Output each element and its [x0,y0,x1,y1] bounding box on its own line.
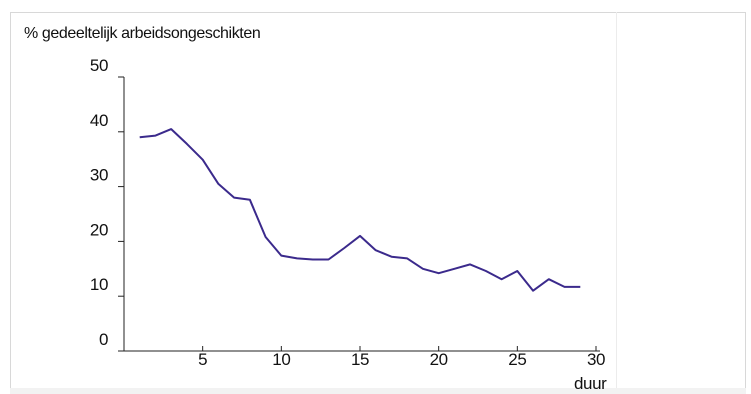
x-tick-label: 20 [430,350,448,369]
chart-frame [10,12,746,394]
x-ticks: 5 10 15 20 25 30 [198,346,605,369]
x-tick-label: 10 [272,350,290,369]
y-ticks: 0 10 20 30 40 50 [90,56,124,352]
y-tick-label: 50 [90,56,108,75]
panel-divider [616,12,617,394]
y-tick-label: 10 [90,275,108,294]
x-tick-label: 30 [587,350,605,369]
y-axis-label: % gedeeltelijk arbeidsongeschikten [24,25,260,42]
x-axis-label: duur [574,374,607,393]
series-line [139,128,581,292]
bottom-strip [10,388,746,394]
series [139,128,581,292]
y-tick-label: 0 [99,330,108,349]
x-tick-label: 5 [198,350,207,369]
y-tick-label: 20 [90,220,108,239]
y-tick-label: 30 [90,166,108,185]
x-tick-label: 15 [351,350,369,369]
x-tick-label: 25 [508,350,526,369]
y-tick-label: 40 [90,111,108,130]
